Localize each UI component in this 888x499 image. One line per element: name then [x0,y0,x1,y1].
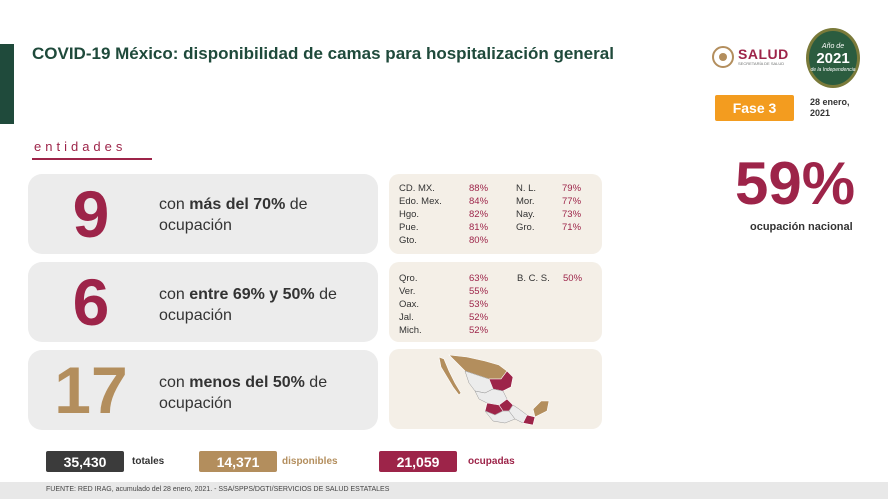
row-description: con menos del 50% de ocupación [159,372,359,414]
salud-logo-text: SALUD [738,46,789,62]
row-description: con más del 70% de ocupación [159,194,359,236]
row-card-under-50: 17 con menos del 50% de ocupación [28,350,378,430]
occupied-beds-label: ocupadas [468,456,515,467]
row-card-69-50: 6 con entre 69% y 50% de ocupación [28,262,378,342]
left-accent-bar [0,44,14,124]
list-item: Oax. 53% [399,299,489,310]
map-card [389,349,602,429]
occupied-beds-value: 21,059 [379,451,457,472]
row-text-bold: entre 69% y 50% [189,286,315,303]
seal-year: 2021 [816,50,850,67]
states-list-left: Qro. 63% Ver. 55% Oax. 53% Jal. 52% Mich. 52% [399,272,488,337]
section-label: entidades [34,139,127,154]
row-text-pre: con [159,286,190,303]
available-beds-label: disponibles [282,456,338,467]
salud-logo: SALUD SECRETARÍA DE SALUD [712,46,789,68]
list-item: Mich. 52% [399,325,489,336]
list-item: Qro. 63% [399,273,489,284]
seal-sub-text: de la Independencia [810,67,856,73]
list-item: Hgo. 82% [399,209,489,220]
row-text-post: de ocupación [159,196,308,234]
states-list-right: B. C. S. 50% [517,272,582,285]
phase-badge: Fase 3 [715,95,794,121]
row-description: con entre 69% y 50% de ocupación [159,284,364,326]
section-underline [32,158,152,160]
states-card-69-50: Qro. 63% Ver. 55% Oax. 53% Jal. 52% Mich. 52%… [389,262,602,342]
list-item: Gro. 71% [516,222,582,233]
row-card-over-70: 9 con más del 70% de ocupación [28,174,378,254]
states-list-left: CD. MX. 88% Edo. Mex. 84% Hgo. 82% Pue. 81% … [399,182,488,247]
seal-top-text: Año de [821,43,845,50]
available-beds-value: 14,371 [199,451,277,472]
list-item: CD. MX. 88% [399,183,489,194]
salud-logo-subtext: SECRETARÍA DE SALUD [738,61,785,66]
national-occupancy-percent: 59% [735,150,856,217]
row-count: 17 [54,353,128,427]
row-text-post: de ocupación [159,286,337,324]
total-beds-value: 35,430 [46,451,124,472]
list-item: Pue. 81% [399,222,489,233]
row-text-post: de ocupación [159,374,328,412]
row-text-bold: más del 70% [189,196,286,213]
mexico-map-icon [438,354,550,426]
independence-seal-logo: Año de 2021 de la Independencia [806,28,860,88]
list-item: B. C. S. 50% [517,273,583,284]
row-count: 9 [72,177,110,251]
row-text-pre: con [159,196,190,213]
row-text-bold: menos del 50% [189,374,305,391]
row-count: 6 [72,265,110,339]
total-beds-label: totales [132,456,165,467]
national-occupancy-label: ocupación nacional [750,221,853,233]
list-item: Ver. 55% [399,286,489,297]
footer-bar [0,482,888,499]
list-item: Jal. 52% [399,312,489,323]
page-title: COVID-19 México: disponibilidad de camas… [32,44,614,63]
list-item: N. L. 79% [516,183,582,194]
states-card-over-70: CD. MX. 88% Edo. Mex. 84% Hgo. 82% Pue. 81% … [389,174,602,254]
list-item: Edo. Mex. 84% [399,196,489,207]
footer-source: FUENTE: RED IRAG, acumulado del 28 enero… [46,486,390,493]
list-item: Gto. 80% [399,235,489,246]
report-date: 28 enero, 2021 [810,97,850,118]
row-text-pre: con [159,374,190,391]
states-list-right: N. L. 79% Mor. 77% Nay. 73% Gro. 71% [516,182,581,234]
list-item: Mor. 77% [516,196,582,207]
list-item: Nay. 73% [516,209,582,220]
salud-emblem-icon [712,46,734,68]
